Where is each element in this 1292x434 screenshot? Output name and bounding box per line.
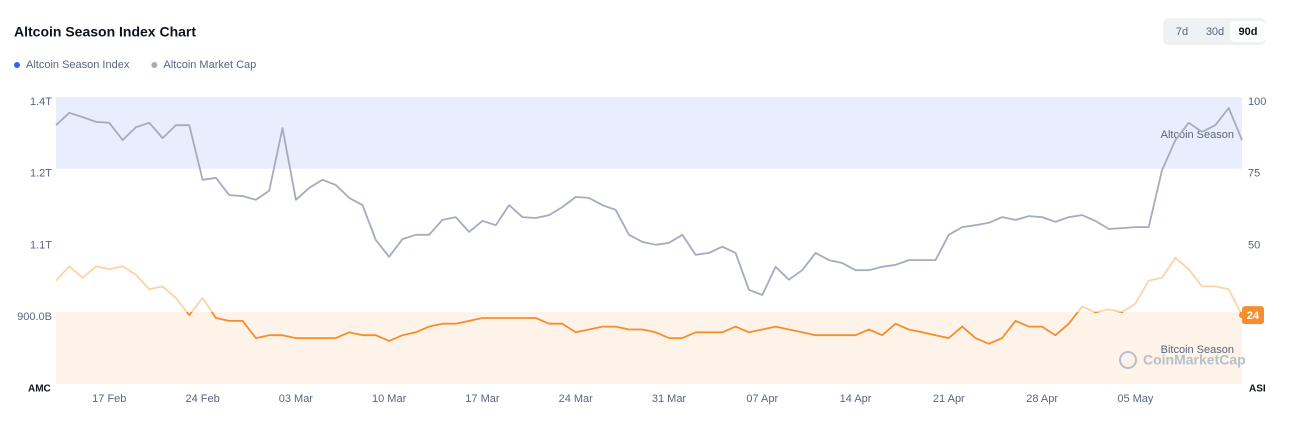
y-tick-label: 1.2T — [30, 168, 52, 180]
legend-label: Altcoin Market Cap — [163, 59, 256, 71]
band-label: Bitcoin Season — [1161, 344, 1234, 356]
y2-tick-label: 50 — [1248, 239, 1260, 251]
range-button[interactable]: 7d — [1176, 26, 1188, 38]
value-badge-label: 24 — [1247, 310, 1260, 322]
x-tick-label: 31 Mar — [652, 393, 687, 405]
x-tick-label: 14 Apr — [840, 393, 872, 405]
x-tick-label: 03 Mar — [279, 393, 314, 405]
season-band — [56, 312, 1242, 384]
series-line — [55, 107, 1243, 296]
y2-axis-label: ASI — [1249, 384, 1266, 395]
range-button-active[interactable] — [1230, 21, 1266, 42]
season-band — [56, 97, 1242, 169]
watermark-logo — [1119, 351, 1137, 369]
x-tick-label: 07 Apr — [746, 393, 778, 405]
chart-title: Altcoin Season Index Chart — [14, 24, 196, 40]
range-button[interactable]: 30d — [1206, 26, 1224, 38]
x-tick-label: 10 Mar — [372, 393, 407, 405]
x-tick-label: 17 Feb — [92, 393, 126, 405]
y2-tick-label: 75 — [1248, 168, 1260, 180]
legend-dot — [14, 62, 20, 68]
series-line — [55, 256, 1243, 345]
y2-tick-label: 100 — [1248, 96, 1266, 108]
x-tick-label: 24 Mar — [559, 393, 594, 405]
y-axis-label: AMC — [28, 384, 51, 395]
x-tick-label: 17 Mar — [465, 393, 500, 405]
value-badge — [1242, 306, 1264, 325]
legend-label: Altcoin Season Index — [26, 59, 130, 71]
x-tick-label: 28 Apr — [1026, 393, 1058, 405]
y-tick-label: 900.0B — [17, 311, 52, 323]
x-tick-label: 21 Apr — [933, 393, 965, 405]
watermark: CoinMarketCap — [1143, 352, 1246, 368]
y-tick-label: 1.4T — [30, 96, 52, 108]
range-button[interactable]: 90d — [1239, 26, 1258, 38]
x-tick-label: 05 May — [1117, 393, 1154, 405]
band-label: Altcoin Season — [1161, 129, 1234, 141]
x-tick-label: 24 Feb — [185, 393, 219, 405]
y-tick-label: 1.1T — [30, 239, 52, 251]
legend-dot — [151, 62, 158, 68]
